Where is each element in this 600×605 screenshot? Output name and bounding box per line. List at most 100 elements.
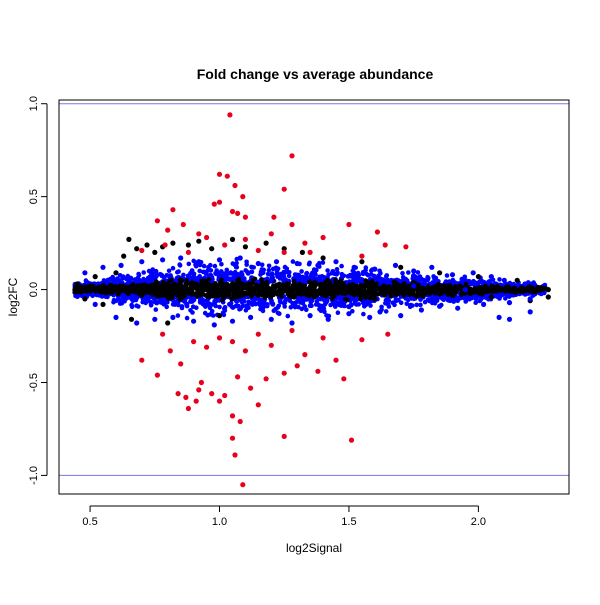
band-point [278,274,284,280]
band-point [222,308,228,313]
data-point-red [209,391,215,397]
band-point [234,303,239,308]
reference-lines [59,103,569,476]
data-point-black [87,283,93,289]
band-point [158,271,163,277]
band-point [269,274,274,279]
data-point-red [289,221,295,228]
band-point [221,312,227,318]
data-point-blue [273,259,280,265]
band-point [334,267,340,272]
plot-frame [58,99,570,495]
band-point [123,276,129,282]
data-density-band [72,256,548,321]
band-point [374,277,380,283]
data-point-red [196,387,202,393]
data-point-red [204,344,210,350]
band-point [384,274,389,279]
band-point [386,298,392,303]
band-point [341,273,347,279]
band-point [228,303,233,308]
band-point [315,302,321,307]
band-point [457,285,462,290]
band-point [304,307,309,313]
data-point-blue [325,316,331,322]
band-point [539,287,545,292]
data-point-black [216,313,223,319]
data-point-blue [418,307,424,313]
band-point [337,296,343,302]
band-point [153,307,159,312]
data-point-blue [82,270,88,276]
band-point [294,272,299,278]
data-point-black [449,292,456,298]
band-point [221,287,226,292]
band-point [513,290,518,296]
data-point-red [167,348,173,354]
band-point [430,300,435,306]
band-point [367,295,373,301]
band-point [465,297,470,302]
data-point-blue [481,301,487,307]
band-point [265,271,271,277]
band-point [420,294,426,299]
data-point-black [92,274,98,280]
band-point [170,265,176,271]
data-point-black [74,281,80,287]
band-point [118,289,123,294]
band-point [214,268,219,273]
band-point [268,286,274,292]
band-point [134,303,139,309]
band-point [298,287,303,293]
data-point-red [229,339,236,345]
data-point-red [242,236,248,242]
band-point [279,290,284,296]
data-point-red [222,392,228,399]
band-point [284,266,290,272]
band-point [194,305,199,311]
band-point [162,291,167,296]
band-point [368,303,373,308]
band-point [233,291,238,297]
band-point [144,298,150,303]
band-point [232,262,237,268]
band-point [287,298,293,304]
band-point [189,268,195,274]
data-point-blue [237,255,243,261]
band-point [462,274,468,280]
data-point-red [198,379,204,386]
band-point [241,299,247,304]
band-point [266,267,272,273]
data-point-black [437,270,443,276]
band-point [320,283,325,288]
band-point [242,276,247,281]
band-point [356,292,362,298]
band-point [219,261,224,267]
band-point [377,268,382,274]
band-point [506,287,512,293]
data-point-black [170,240,176,246]
y-tick-label: -1.0 [28,466,40,485]
band-point [294,285,300,291]
band-point [305,275,310,280]
band-point [179,304,185,309]
data-point-blue [294,260,300,267]
data-point-blue [429,264,435,270]
data-point-blue [152,316,158,322]
band-point [476,286,482,292]
data-point-red [281,370,287,376]
band-point [259,284,264,289]
data-point-red [237,418,243,425]
data-point-blue [527,296,533,302]
band-point [281,275,287,280]
band-point [175,293,181,298]
data-point-black [128,316,135,322]
band-point [322,309,327,315]
band-point [320,288,326,293]
data-point-black [139,292,145,298]
band-point [323,298,328,303]
band-point [346,304,352,310]
data-point-blue [196,259,202,265]
band-point [117,297,122,302]
data-point-black [545,287,551,293]
